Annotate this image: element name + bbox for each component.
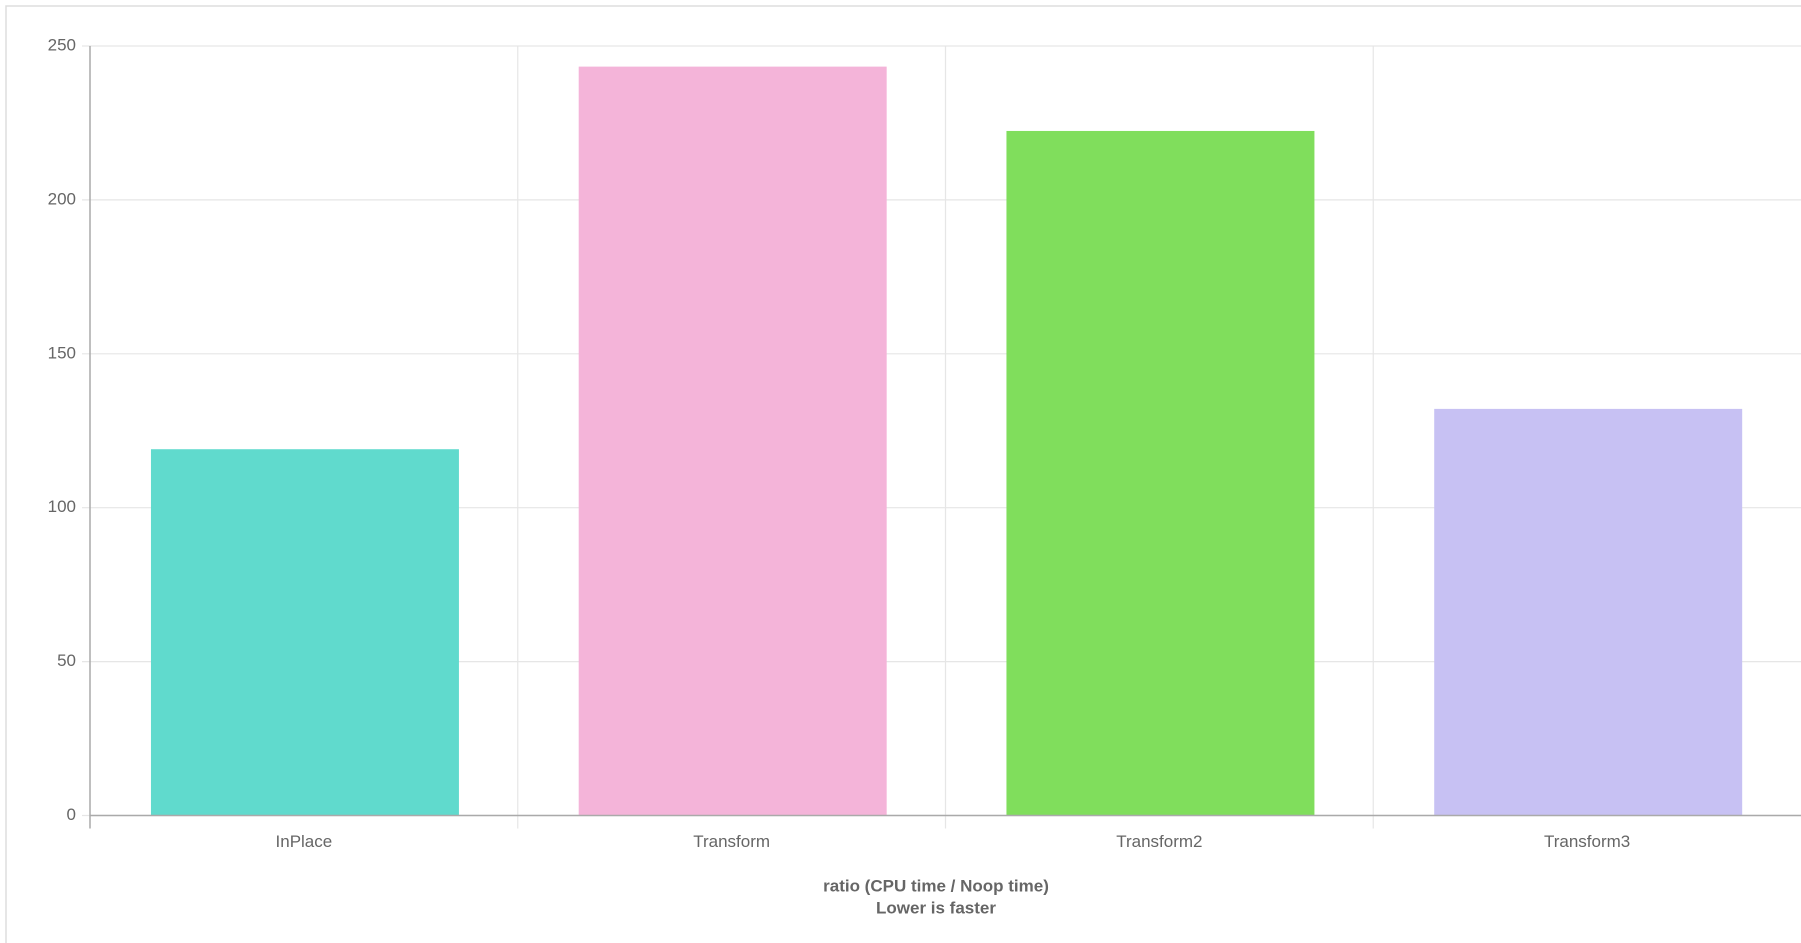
chart-frame [5, 5, 1801, 943]
x-axis-title: ratio (CPU time / Noop time) [823, 876, 1049, 895]
y-tick-label: 100 [48, 497, 76, 516]
x-tick-label: Transform2 [1116, 832, 1202, 851]
x-tick-label: InPlace [276, 832, 333, 851]
bar [578, 66, 887, 816]
bar [150, 449, 459, 816]
x-tick-label: Transform3 [1544, 832, 1630, 851]
bar [1006, 130, 1315, 816]
x-axis-title: Lower is faster [876, 898, 996, 917]
y-tick-label: 150 [48, 343, 76, 362]
x-tick-label: Transform [693, 832, 770, 851]
y-tick-label: 50 [57, 651, 76, 670]
y-tick-label: 250 [48, 35, 76, 54]
y-tick-label: 0 [67, 805, 76, 824]
bar [1434, 408, 1743, 816]
y-tick-label: 200 [48, 189, 76, 208]
